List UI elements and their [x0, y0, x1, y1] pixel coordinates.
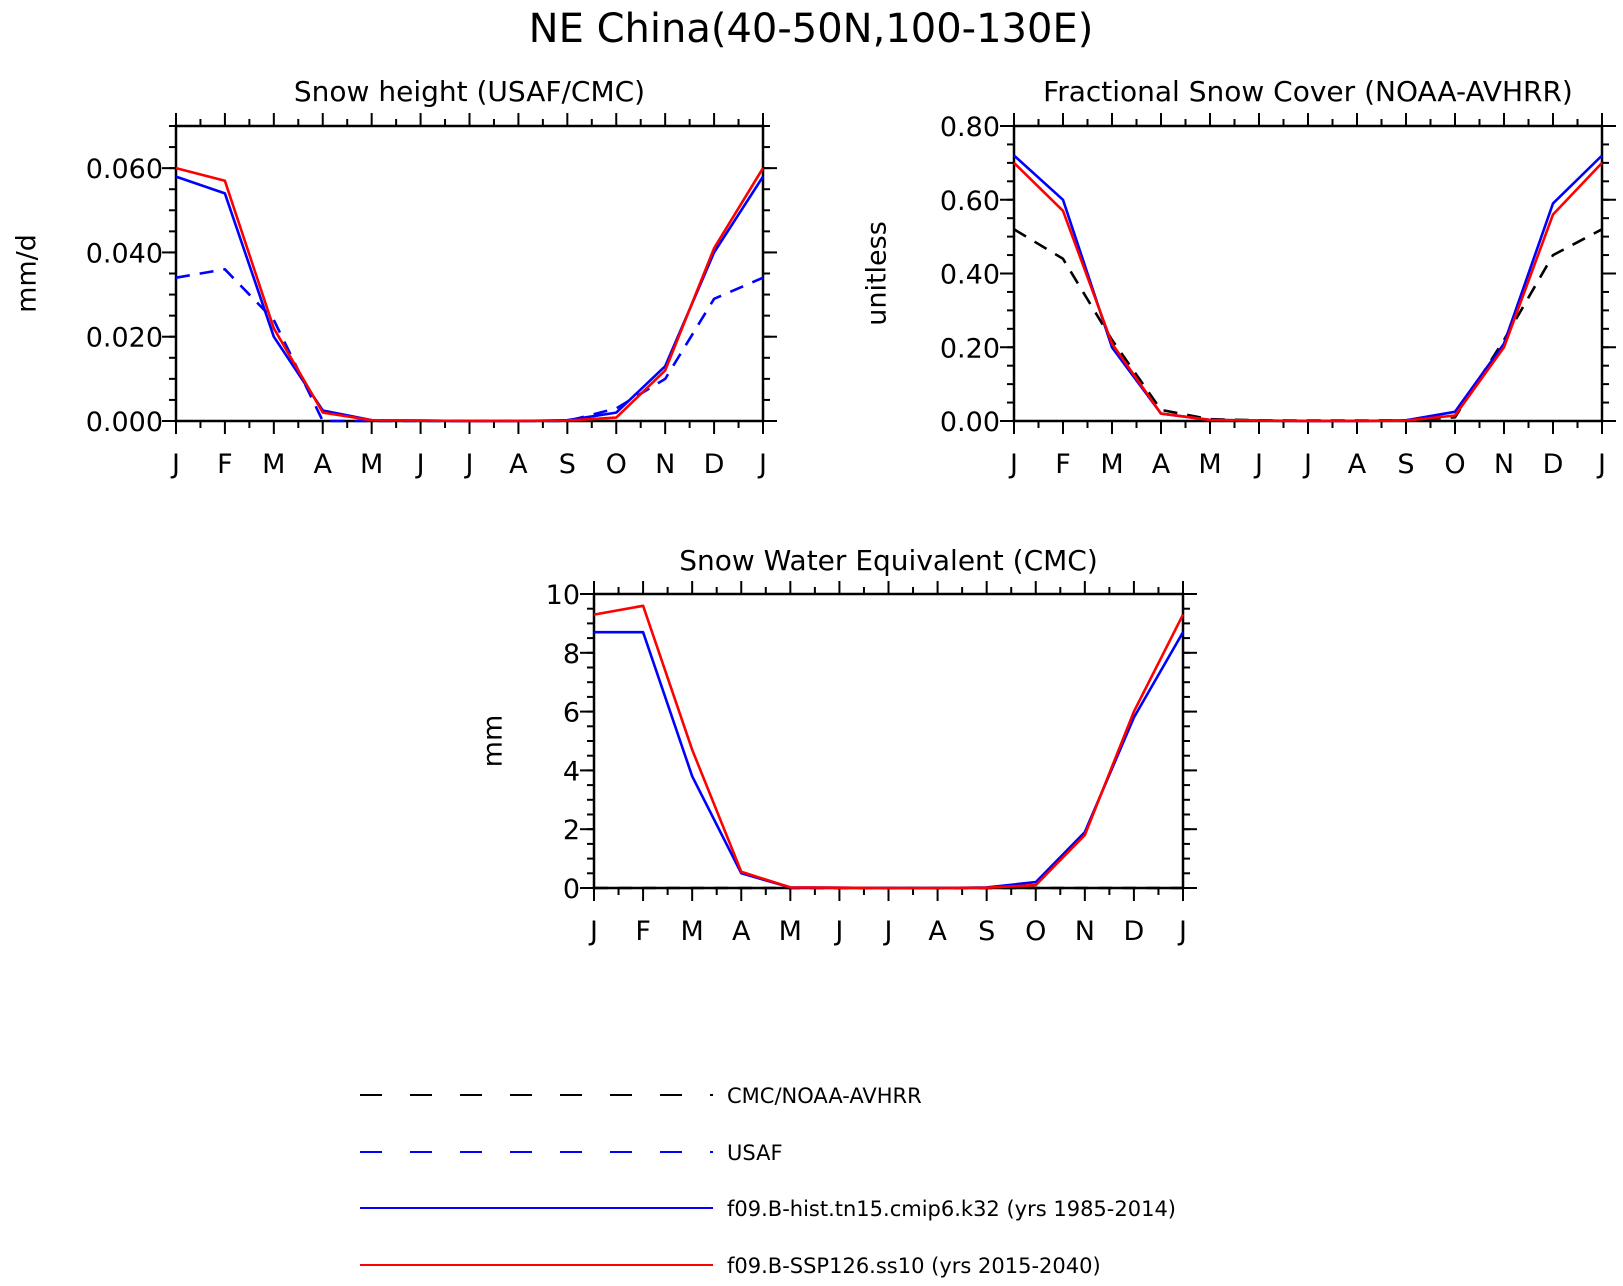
x-tick-label: A	[732, 916, 751, 947]
x-tick-label: A	[509, 449, 528, 480]
y-tick-label: 0.040	[86, 238, 163, 269]
y-axis-label: mm	[478, 715, 509, 768]
y-tick-label: 8	[563, 639, 580, 670]
panel-title: Fractional Snow Cover (NOAA-AVHRR)	[1043, 75, 1573, 108]
x-tick-label: M	[1198, 449, 1221, 480]
x-tick-label: J	[833, 916, 843, 947]
x-tick-label: M	[681, 916, 704, 947]
x-tick-label: S	[559, 449, 576, 480]
x-tick-label: M	[262, 449, 285, 480]
plot-frame	[174, 124, 765, 423]
legend-label: CMC/NOAA-AVHRR	[727, 1084, 922, 1108]
series-line-3	[1013, 161, 1603, 423]
x-tick-label: J	[170, 449, 180, 480]
x-tick-label: O	[1025, 916, 1046, 947]
series-line-2	[1013, 154, 1603, 423]
x-tick-label: N	[1494, 449, 1514, 480]
y-tick-label: 0	[563, 874, 580, 905]
x-tick-label: J	[883, 916, 893, 947]
x-tick-label: A	[314, 449, 333, 480]
panel-title: Snow height (USAF/CMC)	[294, 75, 645, 108]
series-line-2	[594, 630, 1185, 890]
x-tick-label: D	[1124, 916, 1145, 947]
y-tick-label: 2	[563, 815, 580, 846]
y-tick-label: 0.20	[940, 333, 1000, 364]
x-tick-label: F	[217, 449, 233, 480]
x-tick-label: F	[635, 916, 651, 947]
x-tick-label: J	[1596, 449, 1606, 480]
x-tick-label: M	[360, 449, 383, 480]
legend-label: f09.B-SSP126.ss10 (yrs 2015-2040)	[727, 1254, 1101, 1278]
x-tick-label: J	[757, 449, 767, 480]
legend: CMC/NOAA-AVHRR USAF f09.B-hist.tn15.cmip6.…	[360, 1084, 1176, 1278]
y-tick-label: 0.00	[940, 407, 1000, 438]
series-line-1	[1013, 228, 1603, 422]
y-tick-label: 0.80	[940, 112, 1000, 143]
plot-frame	[1012, 124, 1604, 423]
panel-1: Snow height (USAF/CMC)mm/dJ F M A M J J A S O N D J0…	[12, 75, 777, 480]
x-tick-label: J	[415, 449, 425, 480]
x-tick-label: O	[1444, 449, 1465, 480]
x-tick-label: D	[1543, 449, 1564, 480]
figure-title: NE China(40-50N,100-130E)	[529, 6, 1094, 52]
panel-title: Snow Water Equivalent (CMC)	[679, 544, 1098, 577]
x-tick-label: A	[928, 916, 947, 947]
series-line-3	[175, 166, 765, 423]
x-tick-label: D	[704, 449, 725, 480]
x-tick-label: S	[1397, 449, 1414, 480]
y-tick-label: 0.060	[86, 154, 163, 185]
plot-frame	[592, 592, 1185, 890]
y-axis-label: unitless	[862, 221, 893, 326]
x-tick-label: J	[1253, 449, 1263, 480]
x-tick-label: M	[1100, 449, 1123, 480]
x-tick-label: J	[1008, 449, 1018, 480]
x-tick-label: N	[655, 449, 675, 480]
x-tick-label: J	[464, 449, 474, 480]
y-tick-label: 0.020	[86, 323, 163, 354]
y-tick-label: 0.000	[86, 407, 163, 438]
x-tick-label: M	[779, 916, 802, 947]
x-tick-label: F	[1055, 449, 1071, 480]
y-tick-label: 0.40	[940, 260, 1000, 291]
x-tick-label: J	[1177, 916, 1187, 947]
x-tick-label: A	[1152, 449, 1171, 480]
x-tick-label: A	[1348, 449, 1367, 480]
legend-label: f09.B-hist.tn15.cmip6.k32 (yrs 1985-2014…	[727, 1197, 1176, 1221]
y-tick-label: 6	[563, 698, 580, 729]
series-line-1	[175, 267, 764, 423]
x-tick-label: J	[1302, 449, 1312, 480]
series-line-3	[593, 604, 1185, 890]
x-tick-label: N	[1075, 916, 1095, 947]
y-tick-label: 0.60	[940, 186, 1000, 217]
y-axis-label: mm/d	[12, 234, 43, 313]
x-tick-label: S	[978, 916, 995, 947]
x-tick-label: O	[606, 449, 627, 480]
x-tick-label: J	[588, 916, 598, 947]
legend-label: USAF	[727, 1141, 783, 1165]
panel-2: Fractional Snow Cover (NOAA-AVHRR) unitle…	[862, 75, 1616, 480]
y-tick-label: 4	[563, 756, 580, 787]
panel-3: Snow Water Equivalent (CMC)mmJ F M A M J J A S O N…	[478, 544, 1197, 947]
y-tick-label: 10	[546, 580, 580, 611]
